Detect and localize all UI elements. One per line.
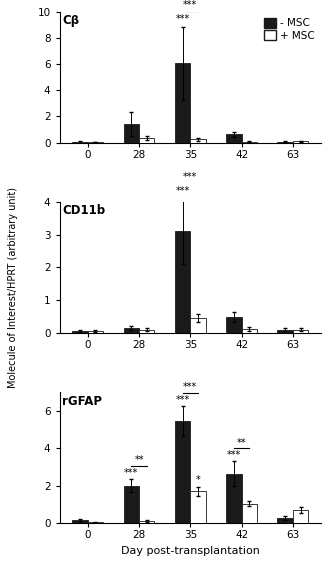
Bar: [277, 518, 293, 523]
Text: Molecule of Interest/HPRT (arbitrary unit): Molecule of Interest/HPRT (arbitrary uni…: [8, 187, 18, 388]
Bar: [72, 331, 88, 333]
Bar: [139, 329, 155, 333]
Text: ***: ***: [175, 14, 190, 24]
Bar: [293, 141, 308, 143]
Text: ***: ***: [175, 395, 190, 405]
Bar: [293, 510, 308, 523]
Text: ***: ***: [183, 172, 198, 182]
Text: ***: ***: [175, 186, 190, 196]
Bar: [277, 141, 293, 143]
X-axis label: Day post-transplantation: Day post-transplantation: [121, 546, 260, 556]
Legend: - MSC, + MSC: - MSC, + MSC: [263, 17, 316, 42]
Bar: [124, 486, 139, 523]
Bar: [175, 231, 190, 333]
Bar: [277, 329, 293, 333]
Text: ***: ***: [227, 450, 241, 460]
Bar: [293, 329, 308, 333]
Bar: [190, 318, 206, 333]
Text: *: *: [196, 476, 200, 485]
Bar: [242, 504, 257, 523]
Bar: [242, 329, 257, 333]
Text: **: **: [134, 455, 144, 465]
Text: CD11b: CD11b: [62, 204, 105, 217]
Bar: [242, 141, 257, 143]
Text: Cβ: Cβ: [62, 14, 79, 27]
Bar: [190, 492, 206, 523]
Bar: [175, 63, 190, 143]
Bar: [88, 522, 103, 523]
Bar: [88, 331, 103, 333]
Bar: [124, 124, 139, 143]
Bar: [226, 474, 242, 523]
Text: ***: ***: [183, 382, 198, 392]
Text: ***: ***: [183, 0, 198, 10]
Bar: [226, 134, 242, 143]
Text: **: **: [237, 438, 246, 447]
Bar: [72, 520, 88, 523]
Text: rGFAP: rGFAP: [62, 394, 102, 408]
Bar: [190, 139, 206, 143]
Bar: [175, 421, 190, 523]
Bar: [226, 317, 242, 333]
Bar: [72, 142, 88, 143]
Bar: [88, 142, 103, 143]
Bar: [124, 328, 139, 333]
Bar: [139, 522, 155, 523]
Text: ***: ***: [124, 468, 138, 478]
Bar: [139, 138, 155, 143]
